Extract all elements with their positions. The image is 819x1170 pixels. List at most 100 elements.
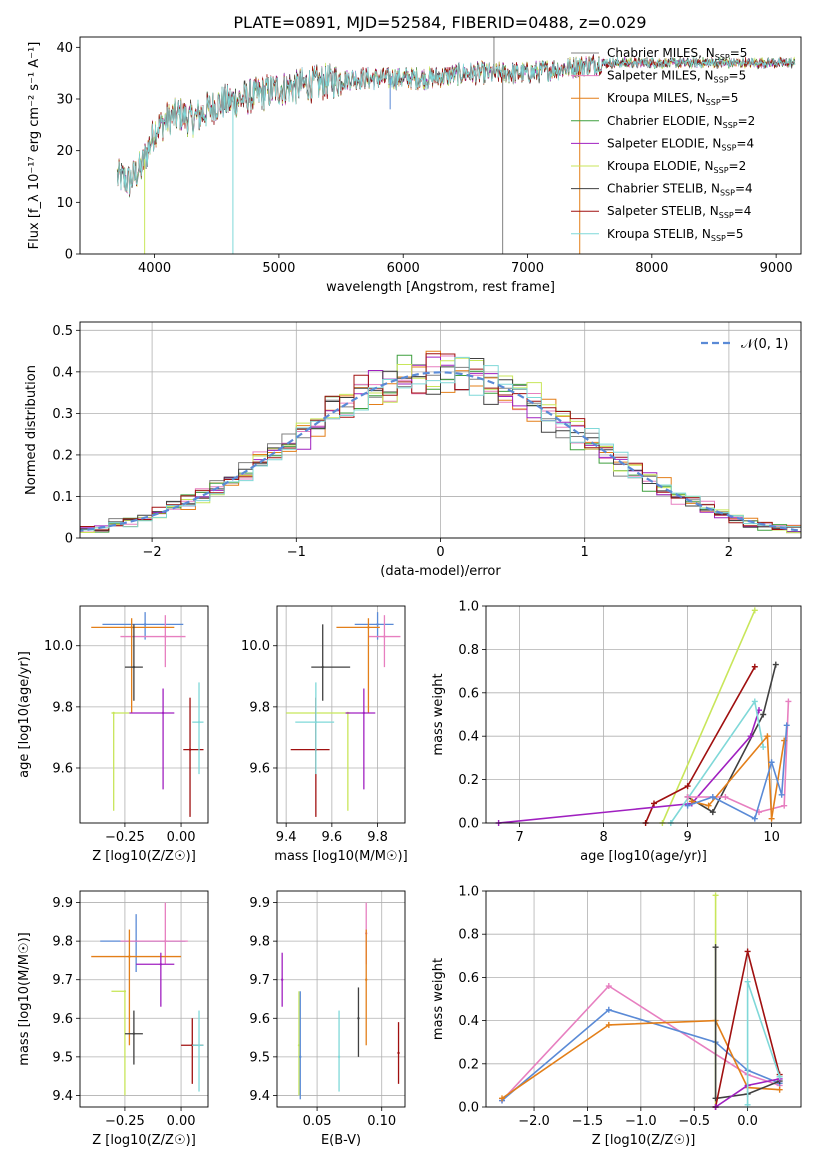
y-tick-label: 0 — [65, 532, 73, 547]
x-tick-label: 1 — [581, 545, 589, 560]
data-point — [164, 635, 167, 638]
y-tick-label: 9.5 — [249, 1050, 270, 1065]
y-tick-label: 9.7 — [249, 973, 270, 988]
x-tick-label: 4000 — [138, 261, 171, 276]
weight-marker — [605, 1006, 612, 1013]
data-point — [197, 720, 201, 724]
legend-label: 𝒩(0, 1) — [741, 337, 788, 352]
data-point — [376, 623, 379, 626]
y-axis-label: mass weight — [431, 673, 446, 755]
y-tick-label: 9.8 — [249, 935, 270, 950]
x-axis-label: Z [log10(Z/Z☉)] — [92, 1133, 196, 1148]
y-tick-label: 9.9 — [249, 896, 270, 911]
y-tick-label: 0.0 — [458, 1101, 479, 1116]
data-point — [397, 1051, 400, 1055]
x-tick-label: 5000 — [262, 261, 295, 276]
x-tick-label: 0.00 — [167, 1114, 196, 1129]
axes-frame — [79, 36, 802, 255]
spectrum-lines — [116, 37, 796, 254]
y-tick-label: 0.2 — [458, 1057, 479, 1072]
x-tick-label: 0.0 — [737, 1114, 758, 1129]
spectrum-panel: 4000 5000 6000 7000 8000 9000 0 10 20 30 40 wavelen… — [27, 36, 802, 295]
data-point — [188, 748, 192, 751]
weight-line — [644, 666, 756, 824]
weight-line — [498, 709, 760, 824]
age_vs_Z-panel: −0.25 0.00 9.6 9.8 10.0 Z [log10(Z/Z☉)] age [l… — [17, 605, 209, 864]
weight-marker — [751, 815, 758, 822]
data-point — [280, 978, 284, 981]
legend-label: Kroupa MILES, NSSP=5 — [607, 91, 738, 107]
y-tick-label: 0.2 — [458, 773, 479, 788]
y-tick-label: 9.6 — [249, 1012, 270, 1027]
weight-marker — [760, 744, 767, 751]
x-tick-label: 8 — [599, 830, 607, 845]
weight-marker — [744, 948, 751, 955]
x-tick-label: −2 — [143, 545, 162, 560]
histograms — [80, 350, 801, 536]
y-axis-label: mass weight — [431, 958, 446, 1040]
y-tick-label: 0.4 — [458, 1014, 479, 1029]
weight-marker — [785, 698, 792, 705]
spectrum-line — [116, 56, 796, 195]
y-tick-label: 9.8 — [249, 700, 270, 715]
weight-marker — [776, 1086, 783, 1093]
data-point — [314, 720, 318, 724]
weight-marker — [760, 711, 767, 718]
weight-marker — [651, 800, 657, 807]
x-tick-label: −0.25 — [105, 1114, 145, 1129]
weight-marker — [684, 783, 691, 790]
data-point — [112, 711, 115, 715]
data-point — [159, 963, 163, 966]
data-point — [365, 978, 368, 981]
weight-marker — [772, 661, 779, 668]
x-tick-label: 7 — [515, 830, 523, 845]
y-tick-label: 9.8 — [52, 700, 73, 715]
data-point — [161, 711, 165, 715]
weight-marker — [783, 722, 790, 729]
x-axis-label: Z [log10(Z/Z☉)] — [592, 1133, 696, 1148]
x-tick-label: 0.10 — [367, 1114, 396, 1129]
weight-line — [746, 981, 781, 1105]
x-axis-label: (data-model)/error — [380, 564, 501, 579]
histogram-step — [80, 356, 801, 535]
legend-label: Chabrier MILES, NSSP=5 — [607, 46, 747, 62]
y-axis-label: Normed distribution — [24, 365, 39, 495]
y-tick-label: 0.1 — [52, 490, 73, 505]
data-point — [128, 955, 131, 958]
y-tick-label: 9.8 — [52, 935, 73, 950]
data-point — [357, 1017, 360, 1020]
x-tick-label: 0.05 — [303, 1114, 332, 1129]
y-tick-label: 9.4 — [249, 1089, 270, 1104]
x-axis-label: age [log10(age/yr)] — [580, 849, 707, 864]
weight-marker — [768, 759, 775, 766]
x-tick-label: 9.4 — [276, 830, 297, 845]
axes-frame — [79, 321, 802, 539]
weight-marker — [712, 892, 719, 899]
data-point — [383, 635, 386, 638]
x-axis-label: Z [log10(Z/Z☉)] — [92, 849, 196, 864]
x-tick-label: −1.0 — [625, 1114, 657, 1129]
y-axis-label: Flux [f_λ 10⁻¹⁷ erg cm⁻² s⁻¹ A⁻¹] — [27, 42, 42, 250]
data-point — [143, 623, 147, 626]
x-tick-label: 9 — [683, 830, 691, 845]
data-point — [123, 990, 127, 993]
weight_vs_age-panel: 7 8 9 10 0.0 0.2 0.4 0.6 0.8 1.0 age [log10(age/yr… — [431, 600, 802, 864]
y-tick-label: 10.0 — [241, 639, 270, 654]
weight-line — [687, 725, 788, 820]
x-tick-label: 2 — [725, 545, 733, 560]
y-tick-label: 10 — [56, 196, 73, 211]
legend-label: Kroupa STELIB, NSSP=5 — [607, 227, 744, 243]
y-tick-label: 9.6 — [249, 761, 270, 776]
y-tick-label: 0.6 — [458, 971, 479, 986]
weight-marker — [684, 793, 691, 800]
x-tick-label: 0.00 — [167, 830, 196, 845]
data-point — [362, 711, 366, 715]
mass_vs_Z-panel: −0.25 0.00 9.4 9.5 9.6 9.7 9.8 9.9 Z [log10(Z/Z☉… — [17, 890, 209, 1148]
legend-label: Kroupa ELODIE, NSSP=2 — [607, 159, 746, 175]
y-tick-label: 9.6 — [52, 1012, 73, 1027]
x-axis-label: wavelength [Angstrom, rest frame] — [326, 280, 555, 295]
weight-marker — [751, 607, 758, 614]
x-axis-label: E(B-V) — [321, 1133, 361, 1148]
weight-marker — [751, 698, 758, 705]
data-point — [337, 1055, 341, 1059]
